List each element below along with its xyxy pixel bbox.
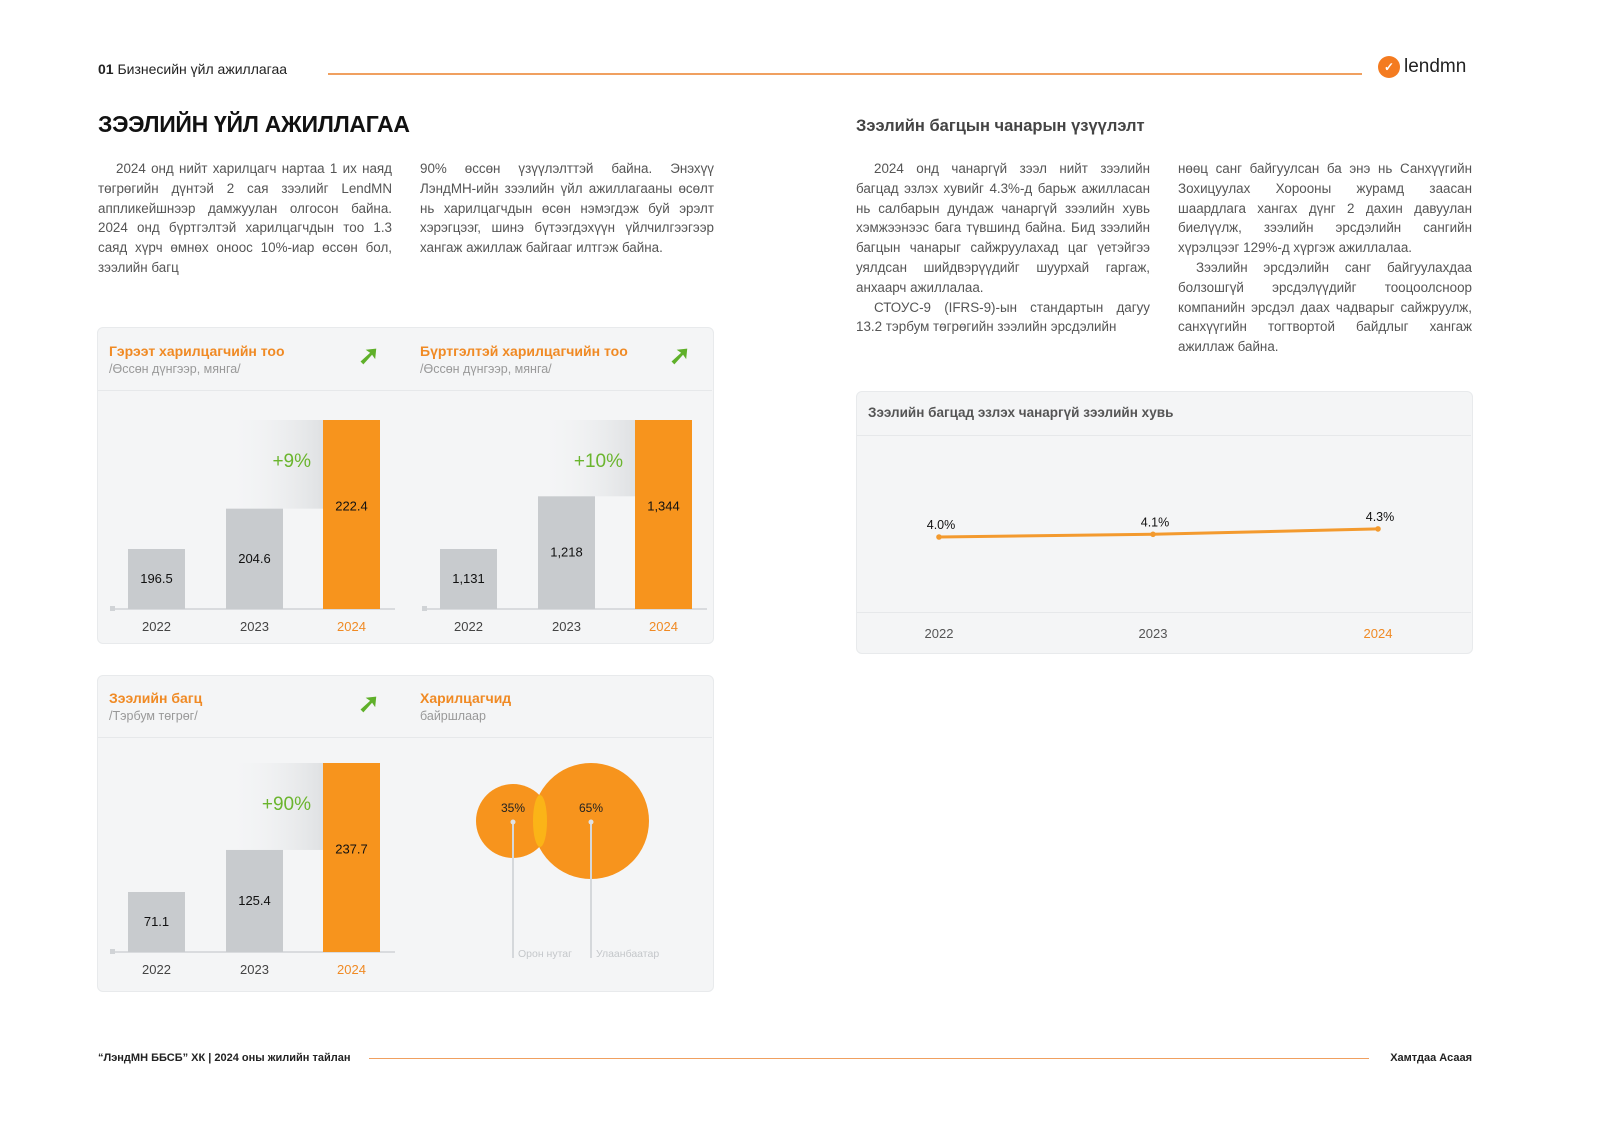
panel-divider: [857, 612, 1471, 613]
bar-value-label: 1,344: [647, 499, 680, 514]
x-tick-label: 2022: [454, 619, 483, 634]
data-label: 4.1%: [1141, 515, 1170, 529]
bar-2022: [440, 549, 497, 609]
header-divider: [328, 73, 1362, 75]
bar-value-label: 204.6: [238, 551, 271, 566]
section-header: 01 Бизнесийн үйл ажиллагаа: [98, 61, 287, 77]
page-title: ЗЭЭЛИЙН ҮЙЛ АЖИЛЛАГАА: [98, 111, 410, 137]
data-point: [1375, 526, 1381, 532]
growth-shade: [538, 420, 635, 497]
axis-origin-marker: [422, 606, 427, 611]
paragraph: Зээлийн эрсдэлийн санг байгуулахдаа болз…: [1178, 259, 1472, 355]
chart3-title: Зээлийн багц: [109, 690, 203, 706]
x-tick-label: 2022: [925, 626, 954, 641]
right-paragraph-col1: 2024 онд чанаргүй зээл нийт зээлийн багц…: [856, 159, 1150, 337]
bar-value-label: 125.4: [238, 893, 271, 908]
chart3-subtitle: /Тэрбум төгрөг/: [109, 709, 198, 723]
data-point: [936, 534, 942, 540]
growth-label: +9%: [272, 451, 311, 472]
chart4-title: Харилцагчид: [420, 690, 512, 706]
chart2-title: Бүртгэлтэй харилцагчийн тоо: [420, 343, 628, 359]
left-paragraph-col1: 2024 онд нийт харилцагч нартаа 1 их наяд…: [98, 159, 392, 278]
slice-value-label: 65%: [579, 801, 603, 815]
leader-dot: [588, 819, 594, 825]
npl-chart-panel: [856, 391, 1473, 654]
footer-divider: [369, 1058, 1369, 1059]
logo-check-icon: ✓: [1378, 56, 1400, 78]
chart2-header: Бүртгэлтэй харилцагчийн тоо /Өссөн дүнгэ…: [420, 343, 628, 376]
growth-label: +10%: [574, 451, 623, 472]
footer-left: “ЛэндМН ББСБ” ХК | 2024 оны жилийн тайла…: [98, 1052, 351, 1064]
bar-2024: [635, 420, 692, 609]
chart1-subtitle: /Өссөн дүнгээр, мянга/: [109, 362, 241, 376]
chart4-subtitle: байршлаар: [420, 709, 486, 723]
growth-label: +90%: [262, 794, 311, 815]
bar-2023: [538, 496, 595, 609]
chart4-header: Харилцагчид байршлаар: [420, 690, 511, 723]
footer-right: Хамтдаа Асаая: [1390, 1052, 1472, 1064]
bar-2024: [323, 763, 380, 952]
x-tick-label: 2024: [1364, 626, 1393, 641]
bar-2023: [226, 508, 283, 609]
paragraph: 2024 онд нийт харилцагч нартаа 1 их наяд…: [98, 161, 392, 275]
bar-value-label: 1,131: [452, 571, 485, 586]
trend-up-arrow-icon: ➚: [669, 340, 691, 370]
chart1-header: Гэрээт харилцагчийн тоо /Өссөн дүнгээр, …: [109, 343, 285, 376]
growth-shade: [226, 420, 323, 509]
section-number: 01: [98, 61, 114, 77]
x-tick-label: 2024: [337, 619, 366, 634]
bar-value-label: 222.4: [335, 499, 368, 514]
slice-name-label: Улаанбаатар: [596, 948, 659, 960]
data-label: 4.0%: [927, 518, 956, 532]
bar-2024: [323, 420, 380, 609]
axis-origin-marker: [110, 949, 115, 954]
data-point: [1150, 531, 1156, 538]
bar-2022: [128, 549, 185, 609]
left-paragraph-col2: 90% өссөн үзүүлэлттэй байна. Энэхүү Лэнд…: [420, 159, 714, 258]
bar-value-label: 237.7: [335, 842, 368, 857]
bar-value-label: 71.1: [144, 914, 169, 929]
logo: ✓ lendmn: [1378, 56, 1466, 78]
bar-value-label: 196.5: [140, 571, 173, 586]
chart3-header: Зээлийн багц /Тэрбум төгрөг/: [109, 690, 202, 723]
x-tick-label: 2024: [337, 962, 366, 977]
x-tick-label: 2023: [552, 619, 581, 634]
chart1-title: Гэрээт харилцагчийн тоо: [109, 343, 285, 359]
section-title: Бизнесийн үйл ажиллагаа: [117, 61, 288, 77]
paragraph: нөөц санг байгуулсан ба энэ нь Санхүүгий…: [1178, 161, 1472, 256]
chart2-subtitle: /Өссөн дүнгээр, мянга/: [420, 362, 552, 376]
growth-shade: [226, 763, 323, 850]
x-tick-label: 2024: [649, 619, 678, 634]
slice-name-label: Орон нутаг: [518, 948, 572, 960]
leader-dot: [510, 819, 516, 825]
data-label: 4.3%: [1366, 510, 1395, 524]
slice-value-label: 35%: [501, 801, 525, 815]
logo-text: lendmn: [1404, 56, 1467, 77]
right-paragraph-col2: нөөц санг байгуулсан ба энэ нь Санхүүгий…: [1178, 159, 1472, 357]
x-tick-label: 2022: [142, 962, 171, 977]
bar-2023: [226, 849, 283, 952]
paragraph: 2024 онд чанаргүй зээл нийт зээлийн багц…: [856, 161, 1150, 295]
x-tick-label: 2023: [1139, 626, 1168, 641]
chart5-title: Зээлийн багцад эзлэх чанаргүй зээлийн ху…: [868, 405, 1174, 420]
overlap: [533, 795, 547, 847]
trend-up-arrow-icon: ➚: [358, 340, 380, 370]
bar-value-label: 1,218: [550, 545, 583, 560]
paragraph: 90% өссөн үзүүлэлттэй байна. Энэхүү Лэнд…: [420, 161, 714, 256]
x-tick-label: 2023: [240, 619, 269, 634]
x-tick-label: 2023: [240, 962, 269, 977]
panel-divider: [98, 390, 712, 391]
bar-2022: [128, 892, 185, 952]
x-tick-label: 2022: [142, 619, 171, 634]
panel-divider: [857, 435, 1471, 436]
npl-line: [938, 527, 1379, 539]
trend-up-arrow-icon: ➚: [358, 688, 380, 718]
paragraph: СТОУС-9 (IFRS-9)-ын стандартын дагуу 13.…: [856, 299, 1150, 335]
axis-origin-marker: [110, 606, 115, 611]
panel-divider: [98, 737, 712, 738]
section-heading: Зээлийн багцын чанарын үзүүлэлт: [856, 117, 1145, 135]
